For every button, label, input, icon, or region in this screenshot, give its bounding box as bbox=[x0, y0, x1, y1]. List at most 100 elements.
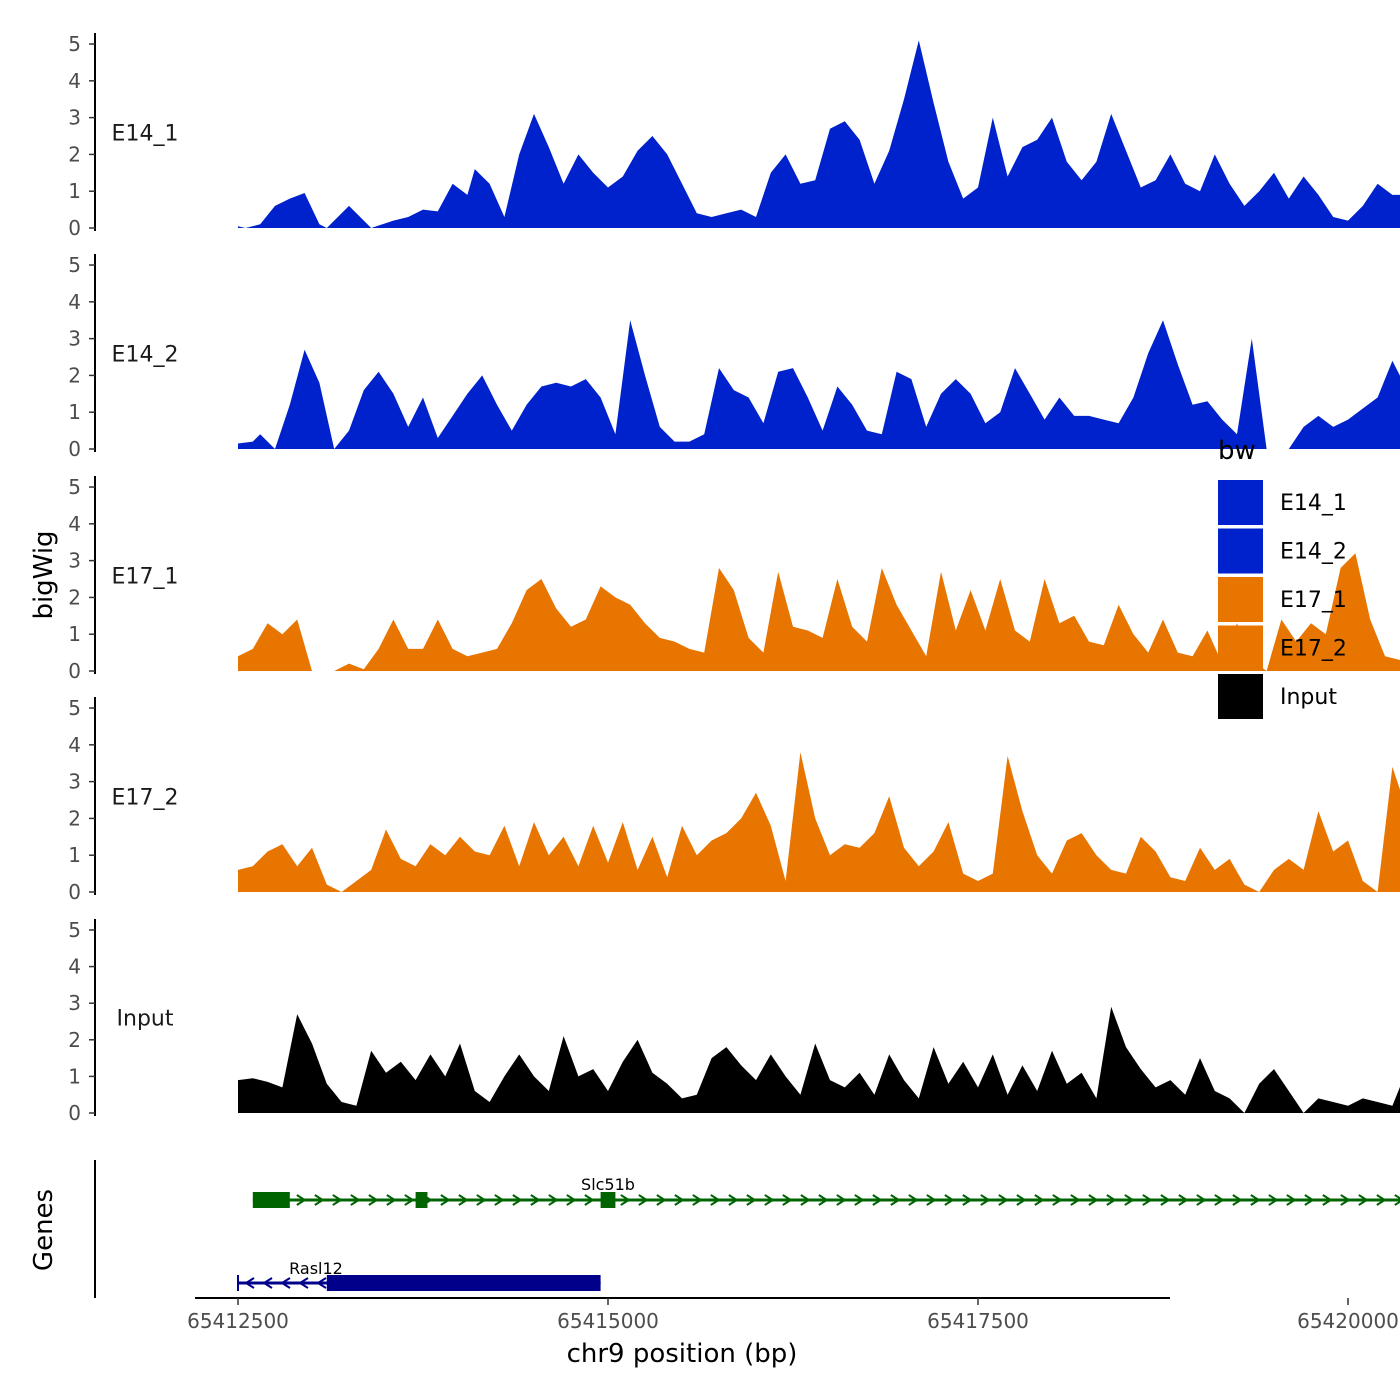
strand-chevron bbox=[314, 1194, 325, 1206]
strand-chevron bbox=[458, 1194, 469, 1206]
strand-chevron bbox=[638, 1194, 649, 1206]
gene-Rasl12: Rasl12 bbox=[237, 1259, 601, 1291]
strand-chevron bbox=[1124, 1194, 1135, 1206]
strand-chevron bbox=[746, 1194, 757, 1206]
legend-swatch-E17_2 bbox=[1218, 625, 1263, 671]
strand-chevron bbox=[1106, 1194, 1117, 1206]
gene-exon bbox=[326, 1275, 601, 1291]
legend-label: Input bbox=[1280, 685, 1337, 710]
legend-swatch-E14_1 bbox=[1218, 480, 1263, 525]
strand-chevron bbox=[800, 1194, 811, 1206]
strand-chevron bbox=[280, 1277, 291, 1289]
strand-chevron bbox=[1214, 1194, 1225, 1206]
legend-label: E17_2 bbox=[1280, 637, 1347, 662]
y-axis-title: bigWig bbox=[29, 530, 59, 619]
track-label: E14_1 bbox=[112, 121, 179, 146]
strand-chevron bbox=[1340, 1194, 1351, 1206]
strand-chevron bbox=[926, 1194, 937, 1206]
strand-chevron bbox=[548, 1194, 559, 1206]
strand-chevron bbox=[440, 1194, 451, 1206]
x-axis: 6541250065415000654175006542000065422500… bbox=[187, 1297, 1399, 1333]
y-tick-label: 4 bbox=[68, 955, 81, 979]
y-tick-label: 4 bbox=[68, 512, 81, 536]
strand-chevron bbox=[962, 1194, 973, 1206]
y-tick-label: 2 bbox=[68, 585, 81, 609]
strand-chevron bbox=[1034, 1194, 1045, 1206]
strand-chevron bbox=[1322, 1194, 1333, 1206]
strand-chevron bbox=[656, 1194, 667, 1206]
strand-chevron bbox=[1286, 1194, 1297, 1206]
gene-Slc51b: Slc51b bbox=[252, 1175, 1400, 1208]
y-tick-label: 0 bbox=[68, 437, 81, 461]
strand-chevron bbox=[980, 1194, 991, 1206]
strand-chevron bbox=[620, 1194, 631, 1206]
strand-chevron bbox=[998, 1194, 1009, 1206]
y-tick-label: 5 bbox=[68, 253, 81, 277]
genes-axis-title: Genes bbox=[29, 1189, 59, 1271]
strand-chevron bbox=[944, 1194, 955, 1206]
y-tick-label: 0 bbox=[68, 659, 81, 683]
strand-chevron bbox=[1178, 1194, 1189, 1206]
x-tick-label: 65417500 bbox=[927, 1309, 1029, 1333]
strand-chevron bbox=[494, 1194, 505, 1206]
strand-chevron bbox=[476, 1194, 487, 1206]
strand-chevron bbox=[298, 1277, 309, 1289]
track-Input: 0 1 2 3 4 5 Input bbox=[68, 918, 1400, 1125]
strand-chevron bbox=[1196, 1194, 1207, 1206]
gene-exon bbox=[600, 1192, 616, 1208]
gene-exon bbox=[252, 1192, 290, 1208]
y-tick-label: 2 bbox=[68, 806, 81, 830]
signal-area-E14_1 bbox=[238, 40, 1400, 228]
signal-tracks: 0 1 2 3 4 5 E14_1 0 1 2 3 4 5 E14_2 0 1 2 3 4 5 E17_1 0 1 2 3 4 5 E… bbox=[68, 32, 1400, 1125]
legend-swatch-E17_1 bbox=[1218, 577, 1263, 622]
strand-chevron bbox=[1052, 1194, 1063, 1206]
y-tick-label: 3 bbox=[68, 770, 81, 794]
legend-label: E14_2 bbox=[1280, 540, 1347, 565]
strand-chevron bbox=[404, 1194, 415, 1206]
strand-chevron bbox=[386, 1194, 397, 1206]
legend-label: E14_1 bbox=[1280, 491, 1347, 516]
y-tick-label: 5 bbox=[68, 32, 81, 56]
y-tick-label: 1 bbox=[68, 622, 81, 646]
gene-label: Rasl12 bbox=[289, 1259, 343, 1278]
y-tick-label: 4 bbox=[68, 69, 81, 93]
strand-chevron bbox=[244, 1277, 255, 1289]
strand-chevron bbox=[1016, 1194, 1027, 1206]
y-tick-label: 1 bbox=[68, 1064, 81, 1088]
y-tick-label: 5 bbox=[68, 475, 81, 499]
legend: bw E14_1 E14_2 E17_1 E17_2 Input bbox=[1218, 436, 1347, 719]
track-E17_2: 0 1 2 3 4 5 E17_2 bbox=[68, 696, 1400, 904]
strand-chevron bbox=[296, 1194, 307, 1206]
strand-chevron bbox=[818, 1194, 829, 1206]
y-tick-label: 2 bbox=[68, 1028, 81, 1052]
gene-track: Slc51b Rasl12 bbox=[94, 1160, 1400, 1298]
x-tick-label: 65412500 bbox=[187, 1309, 289, 1333]
track-label: E14_2 bbox=[112, 342, 179, 367]
strand-chevron bbox=[512, 1194, 523, 1206]
strand-chevron bbox=[332, 1194, 343, 1206]
strand-chevron bbox=[764, 1194, 775, 1206]
legend-label: E17_1 bbox=[1280, 588, 1347, 613]
legend-title: bw bbox=[1218, 436, 1256, 466]
signal-area-E17_2 bbox=[238, 752, 1400, 892]
signal-area-E14_2 bbox=[238, 320, 1400, 449]
strand-chevron bbox=[1160, 1194, 1171, 1206]
x-tick-label: 65415000 bbox=[557, 1309, 659, 1333]
strand-chevron bbox=[674, 1194, 685, 1206]
track-label: E17_1 bbox=[112, 564, 179, 589]
strand-chevron bbox=[1394, 1194, 1400, 1206]
y-tick-label: 4 bbox=[68, 290, 81, 314]
legend-swatch-E14_2 bbox=[1218, 528, 1263, 574]
y-tick-label: 1 bbox=[68, 843, 81, 867]
strand-chevron bbox=[368, 1194, 379, 1206]
strand-chevron bbox=[908, 1194, 919, 1206]
signal-area-Input bbox=[238, 1006, 1400, 1113]
y-tick-label: 1 bbox=[68, 400, 81, 424]
y-tick-label: 5 bbox=[68, 918, 81, 942]
strand-chevron bbox=[1268, 1194, 1279, 1206]
track-E17_1: 0 1 2 3 4 5 E17_1 bbox=[68, 475, 1400, 683]
x-tick-label: 65420000 bbox=[1297, 1309, 1399, 1333]
strand-chevron bbox=[836, 1194, 847, 1206]
strand-chevron bbox=[692, 1194, 703, 1206]
strand-chevron bbox=[1070, 1194, 1081, 1206]
